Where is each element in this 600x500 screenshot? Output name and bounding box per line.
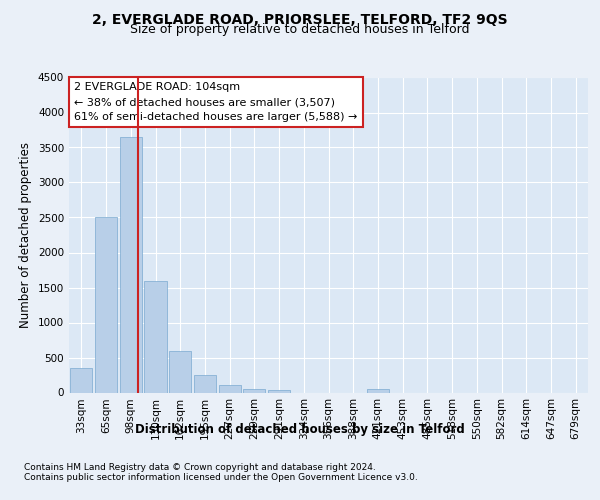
Bar — [119, 137, 142, 392]
Bar — [268, 390, 290, 392]
Text: 2, EVERGLADE ROAD, PRIORSLEE, TELFORD, TF2 9QS: 2, EVERGLADE ROAD, PRIORSLEE, TELFORD, T… — [92, 12, 508, 26]
Y-axis label: Number of detached properties: Number of detached properties — [19, 142, 32, 328]
Bar — [243, 388, 265, 392]
Bar — [218, 385, 241, 392]
Bar — [70, 368, 92, 392]
Bar — [95, 218, 117, 392]
Text: 2 EVERGLADE ROAD: 104sqm
← 38% of detached houses are smaller (3,507)
61% of sem: 2 EVERGLADE ROAD: 104sqm ← 38% of detach… — [74, 82, 358, 122]
Text: Contains HM Land Registry data © Crown copyright and database right 2024.: Contains HM Land Registry data © Crown c… — [24, 462, 376, 471]
Bar — [169, 350, 191, 393]
Text: Contains public sector information licensed under the Open Government Licence v3: Contains public sector information licen… — [24, 472, 418, 482]
Text: Distribution of detached houses by size in Telford: Distribution of detached houses by size … — [135, 422, 465, 436]
Bar — [367, 389, 389, 392]
Bar — [145, 280, 167, 392]
Bar — [194, 375, 216, 392]
Text: Size of property relative to detached houses in Telford: Size of property relative to detached ho… — [130, 23, 470, 36]
